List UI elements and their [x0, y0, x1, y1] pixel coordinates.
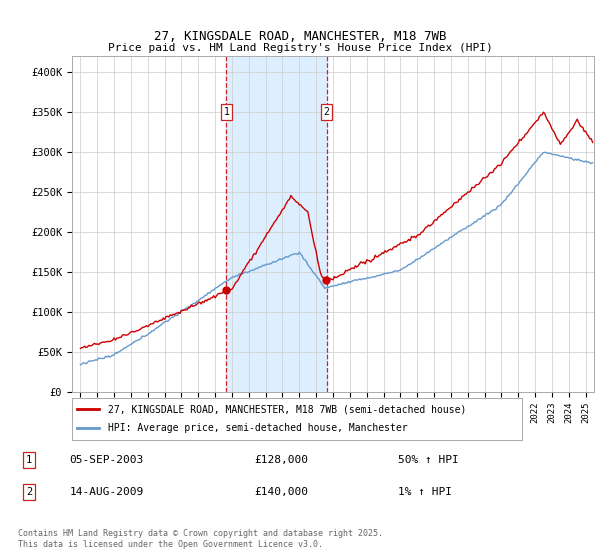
Text: Contains HM Land Registry data © Crown copyright and database right 2025.
This d: Contains HM Land Registry data © Crown c…	[18, 529, 383, 549]
Bar	[226, 56, 326, 392]
Text: Price paid vs. HM Land Registry's House Price Index (HPI): Price paid vs. HM Land Registry's House …	[107, 43, 493, 53]
Text: 2: 2	[26, 487, 32, 497]
Text: 14-AUG-2009: 14-AUG-2009	[70, 487, 144, 497]
Text: 27, KINGSDALE ROAD, MANCHESTER, M18 7WB: 27, KINGSDALE ROAD, MANCHESTER, M18 7WB	[154, 30, 446, 43]
Text: 50% ↑ HPI: 50% ↑ HPI	[398, 455, 458, 465]
Text: 1: 1	[223, 107, 229, 117]
Text: HPI: Average price, semi-detached house, Manchester: HPI: Average price, semi-detached house,…	[108, 423, 407, 433]
Text: 05-SEP-2003: 05-SEP-2003	[70, 455, 144, 465]
Text: 1: 1	[26, 455, 32, 465]
Text: 27, KINGSDALE ROAD, MANCHESTER, M18 7WB (semi-detached house): 27, KINGSDALE ROAD, MANCHESTER, M18 7WB …	[108, 404, 466, 414]
Text: £140,000: £140,000	[254, 487, 308, 497]
Text: £128,000: £128,000	[254, 455, 308, 465]
Text: 1% ↑ HPI: 1% ↑ HPI	[398, 487, 452, 497]
Text: 2: 2	[323, 107, 329, 117]
